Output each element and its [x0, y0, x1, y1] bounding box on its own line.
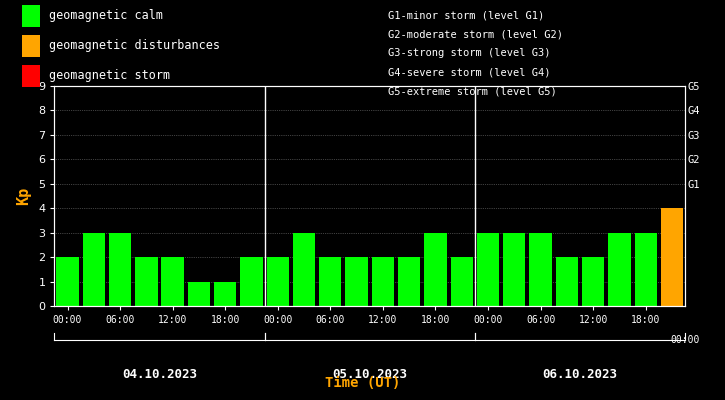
Bar	[555, 257, 578, 306]
Bar	[634, 233, 657, 306]
Bar	[57, 257, 79, 306]
Text: G1-minor storm (level G1): G1-minor storm (level G1)	[388, 10, 544, 20]
Text: G2-moderate storm (level G2): G2-moderate storm (level G2)	[388, 29, 563, 39]
Bar	[135, 257, 157, 306]
Bar	[608, 233, 631, 306]
Text: 05.10.2023: 05.10.2023	[332, 368, 407, 381]
Bar	[319, 257, 341, 306]
Bar	[162, 257, 184, 306]
Bar	[214, 282, 236, 306]
Bar	[450, 257, 473, 306]
Text: G3-strong storm (level G3): G3-strong storm (level G3)	[388, 48, 550, 58]
Text: geomagnetic calm: geomagnetic calm	[49, 10, 162, 22]
Bar	[582, 257, 605, 306]
Bar	[424, 233, 447, 306]
Text: 04.10.2023: 04.10.2023	[122, 368, 197, 381]
Text: G4-severe storm (level G4): G4-severe storm (level G4)	[388, 68, 550, 78]
Bar	[345, 257, 368, 306]
Text: geomagnetic disturbances: geomagnetic disturbances	[49, 40, 220, 52]
Bar	[503, 233, 526, 306]
Text: G5-extreme storm (level G5): G5-extreme storm (level G5)	[388, 87, 557, 97]
Bar	[529, 233, 552, 306]
Bar	[398, 257, 420, 306]
Bar	[660, 208, 683, 306]
Text: 00:00: 00:00	[671, 334, 700, 344]
Y-axis label: Kp: Kp	[16, 187, 31, 205]
Text: geomagnetic storm: geomagnetic storm	[49, 70, 170, 82]
Bar	[240, 257, 262, 306]
Bar	[83, 233, 105, 306]
Text: Time (UT): Time (UT)	[325, 376, 400, 390]
Bar	[477, 233, 500, 306]
Text: 06.10.2023: 06.10.2023	[542, 368, 618, 381]
Bar	[188, 282, 210, 306]
Bar	[109, 233, 131, 306]
Bar	[293, 233, 315, 306]
Bar	[267, 257, 289, 306]
Bar	[372, 257, 394, 306]
